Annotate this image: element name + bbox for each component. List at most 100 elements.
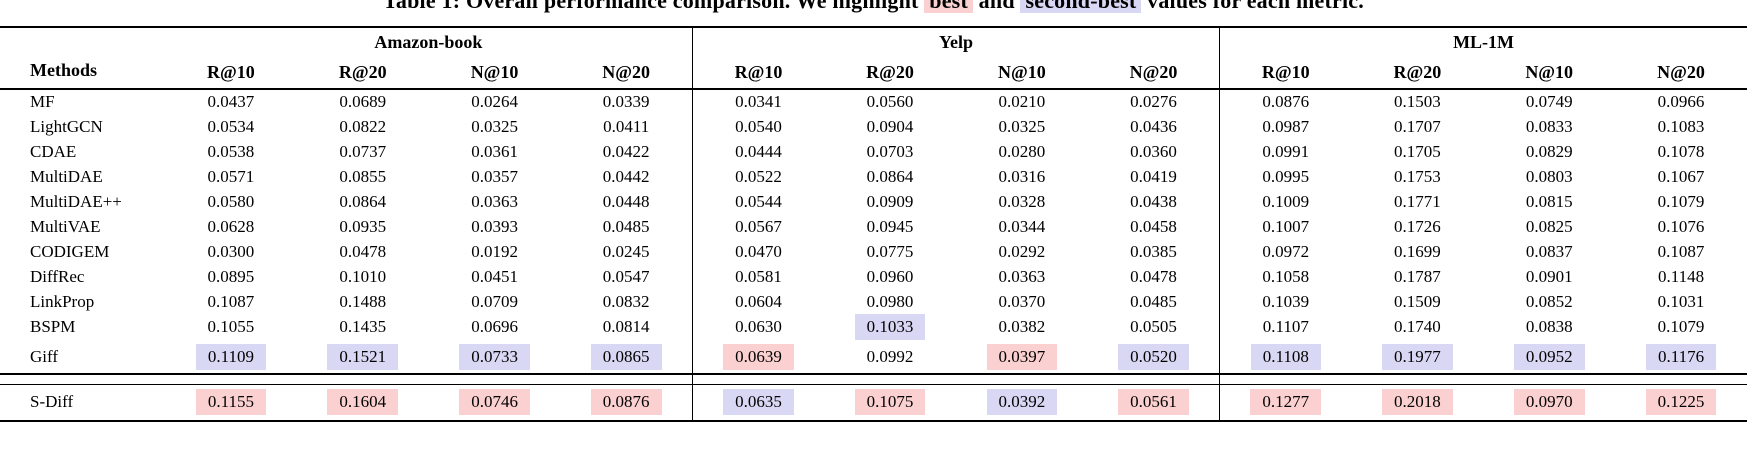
metric-value-cell: 0.0363 [998, 266, 1046, 286]
paper-table-figure: Table 1: Overall performance comparison.… [0, 0, 1747, 422]
metric-value-cell: 0.0832 [602, 291, 650, 311]
metric-value-cell: 0.0448 [602, 191, 650, 211]
metric-value-cell: 0.0992 [866, 346, 914, 366]
metric-value-cell: 0.1067 [1657, 166, 1705, 186]
metric-value-cell: 0.0628 [207, 216, 255, 236]
method-name-cell: MultiVAE [30, 216, 101, 236]
table-row: S-Diff 0.1155 0.1604 0.0746 0.0876 0.0635 0.10… [0, 384, 1747, 422]
metric-value-cell: 0.0292 [998, 241, 1046, 261]
header-metric-row: R@10 R@20 N@10 N@20 R@10 R@20 N@10 N@20 R@10 R@20… [0, 57, 1747, 90]
best-value-highlight: 0.2018 [1381, 389, 1453, 416]
metric-value-cell: 0.1787 [1393, 266, 1441, 286]
metric-column-header: N@10 [1483, 57, 1616, 90]
metric-value-cell: 0.1075 [824, 384, 956, 422]
metric-value-cell: 0.0952 [1483, 340, 1615, 374]
metric-value-cell: 0.0814 [602, 317, 650, 336]
metric-value-cell: 0.1087 [207, 291, 255, 311]
metric-value-cell: 0.0604 [691, 289, 825, 314]
metric-value-cell: 0.0360 [1130, 141, 1177, 161]
metric-value-cell: 0.0970 [1483, 384, 1616, 422]
metric-value-cell: 0.1007 [1219, 214, 1352, 239]
rule-separator-cell [691, 373, 825, 385]
metric-value-cell: 0.1977 [1351, 340, 1483, 374]
metric-value-cell: 0.0276 [1130, 92, 1177, 111]
metric-value-cell: 0.0534 [207, 116, 255, 136]
rule-separator-cell [428, 373, 561, 385]
metric-value-cell: 0.0822 [339, 116, 387, 136]
metric-value-cell: 0.1503 [1393, 92, 1441, 111]
metric-value-cell: 0.0538 [207, 141, 255, 161]
header-group-row: Methods Amazon-book Yelp ML-1M [0, 26, 1747, 90]
table-row: CODIGEM 0.0300 0.0478 0.0192 0.0245 0.0470 0.0… [0, 239, 1747, 264]
second-best-value-highlight: 0.1108 [1250, 343, 1321, 370]
metric-value-cell: 0.0505 [1130, 317, 1177, 336]
metric-value-cell: 0.0991 [1219, 139, 1352, 164]
metric-value-cell: 0.0442 [602, 166, 650, 186]
metric-value-cell: 0.0945 [866, 216, 914, 236]
metric-value-cell: 0.0393 [471, 216, 518, 236]
metric-value-cell: 0.0864 [866, 166, 914, 186]
method-name-cell: MultiDAE [30, 166, 103, 186]
metric-value-cell: 0.0737 [339, 141, 387, 161]
rule-separator-cell [1219, 373, 1352, 385]
metric-value-cell: 0.1079 [1657, 317, 1705, 336]
metric-value-cell: 0.0210 [998, 92, 1046, 111]
metric-value-cell: 0.0635 [691, 384, 825, 422]
metric-value-cell: 0.0825 [1525, 216, 1573, 236]
table-caption: Table 1: Overall performance comparison.… [0, 0, 1747, 16]
metric-value-cell: 0.0436 [1130, 116, 1177, 136]
metric-column-header: R@20 [296, 57, 429, 90]
metric-value-cell: 0.0363 [471, 191, 518, 211]
metric-value-cell: 0.1488 [339, 291, 387, 311]
table-row: MultiVAE 0.0628 0.0935 0.0393 0.0485 0.0567 0.… [0, 214, 1747, 239]
metric-column-header: N@10 [955, 57, 1088, 90]
best-value-highlight: 0.0970 [1513, 389, 1585, 416]
metric-value-cell: 0.0325 [471, 116, 518, 136]
best-value-highlight: 0.1155 [195, 389, 266, 416]
metric-value-cell: 0.0966 [1657, 92, 1705, 111]
metric-value-cell: 0.0341 [691, 89, 825, 114]
metric-value-cell: 0.0703 [866, 141, 914, 161]
method-name-cell: S-Diff [0, 384, 165, 422]
metric-value-cell: 0.1010 [339, 266, 387, 286]
metric-value-cell: 0.1039 [1219, 289, 1352, 314]
metric-value-cell: 0.0370 [998, 291, 1046, 311]
metric-value-cell: 0.2018 [1351, 384, 1484, 422]
metric-value-cell: 0.0361 [471, 141, 518, 161]
metric-value-cell: 0.0689 [339, 92, 387, 111]
metric-value-cell: 0.1108 [1219, 340, 1352, 374]
metric-value-cell: 0.0458 [1130, 216, 1177, 236]
metric-value-cell: 0.1509 [1393, 291, 1441, 311]
rule-separator-cell [0, 373, 165, 385]
metric-value-cell: 0.0560 [866, 92, 914, 111]
metric-value-cell: 0.0485 [1130, 291, 1177, 311]
table-row: MultiDAE 0.0571 0.0855 0.0357 0.0442 0.0522 0.… [0, 164, 1747, 189]
metric-value-cell: 0.1076 [1657, 216, 1705, 236]
second-best-value-highlight: 0.0952 [1513, 343, 1585, 370]
rule-separator-cell [1615, 373, 1747, 385]
caption-segment: and [972, 0, 1021, 13]
metric-value-cell: 0.1699 [1393, 241, 1441, 261]
metric-value-cell: 0.0876 [560, 384, 693, 422]
metric-value-cell: 0.0733 [429, 340, 561, 374]
metric-value-cell: 0.1009 [1219, 189, 1352, 214]
caption-segment: Table 1: Overall performance comparison.… [383, 0, 925, 13]
method-name-cell: CODIGEM [30, 241, 110, 261]
metric-value-cell: 0.0876 [1219, 89, 1352, 114]
metric-column-header: N@20 [1087, 57, 1220, 90]
metric-value-cell: 0.0709 [471, 291, 518, 311]
metric-value-cell: 0.0909 [866, 191, 914, 211]
rule-separator-cell [560, 373, 693, 385]
metric-value-cell: 0.0520 [1088, 340, 1220, 374]
metric-value-cell: 0.0316 [998, 166, 1046, 186]
metric-value-cell: 0.0392 [955, 384, 1088, 422]
metric-value-cell: 0.1740 [1393, 317, 1441, 336]
metric-value-cell: 0.0540 [691, 114, 825, 139]
metric-column-header: R@20 [1351, 57, 1484, 90]
metric-value-cell: 0.1435 [339, 317, 387, 336]
method-name-cell: Giff [30, 346, 59, 366]
metric-column-header: R@10 [691, 57, 825, 90]
metric-value-cell: 0.0987 [1219, 114, 1352, 139]
metric-value-cell: 0.1078 [1657, 141, 1705, 161]
metric-value-cell: 0.0864 [339, 191, 387, 211]
